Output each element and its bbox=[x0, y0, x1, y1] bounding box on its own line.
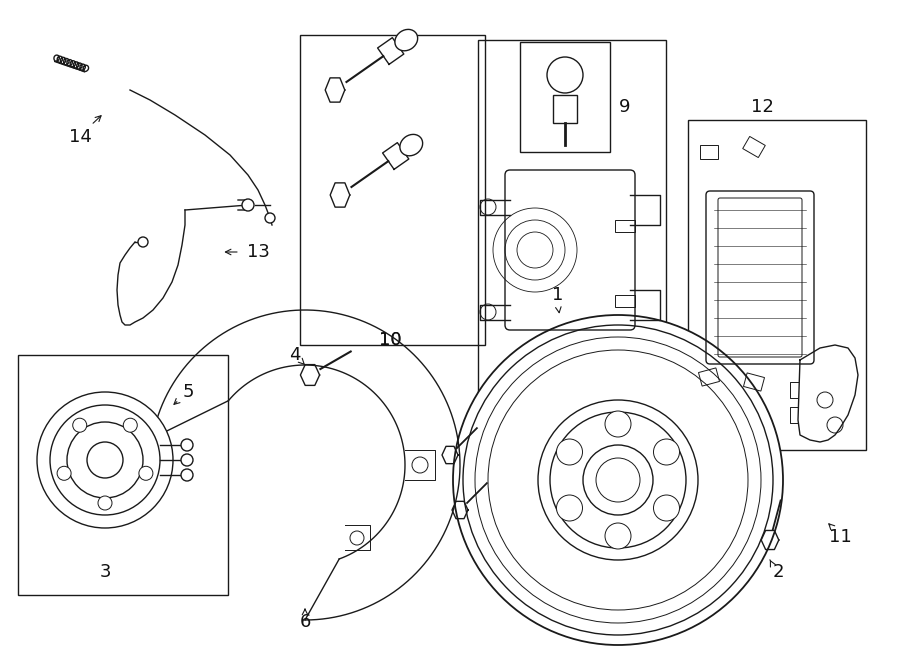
Circle shape bbox=[653, 439, 680, 465]
Text: 7: 7 bbox=[463, 481, 473, 499]
Text: 4: 4 bbox=[289, 346, 301, 364]
Circle shape bbox=[265, 213, 275, 223]
Circle shape bbox=[605, 523, 631, 549]
Text: 1: 1 bbox=[553, 286, 563, 304]
Circle shape bbox=[98, 496, 112, 510]
Text: 10: 10 bbox=[379, 331, 401, 349]
Circle shape bbox=[181, 454, 193, 466]
Text: 13: 13 bbox=[247, 243, 269, 261]
Circle shape bbox=[138, 237, 148, 247]
Circle shape bbox=[37, 392, 173, 528]
Circle shape bbox=[556, 495, 582, 521]
Text: 10: 10 bbox=[379, 331, 401, 349]
Circle shape bbox=[57, 466, 71, 481]
Text: 9: 9 bbox=[619, 98, 631, 116]
Bar bbox=[688, 120, 866, 450]
Text: 6: 6 bbox=[300, 613, 310, 631]
Text: 8: 8 bbox=[559, 456, 571, 474]
Text: 14: 14 bbox=[68, 128, 92, 146]
Ellipse shape bbox=[400, 134, 423, 156]
Circle shape bbox=[653, 495, 680, 521]
Circle shape bbox=[583, 445, 653, 515]
Circle shape bbox=[538, 400, 698, 560]
Circle shape bbox=[556, 439, 582, 465]
Bar bbox=[553, 95, 577, 123]
Bar bbox=[18, 355, 228, 595]
Circle shape bbox=[412, 457, 428, 473]
Bar bbox=[742, 136, 765, 158]
Circle shape bbox=[73, 418, 86, 432]
Bar bbox=[700, 145, 718, 159]
Bar bbox=[615, 295, 635, 307]
Circle shape bbox=[453, 315, 783, 645]
Text: 11: 11 bbox=[829, 528, 851, 546]
Text: 2: 2 bbox=[772, 563, 784, 581]
Circle shape bbox=[139, 466, 153, 481]
Circle shape bbox=[547, 57, 583, 93]
Bar bbox=[478, 40, 666, 440]
Circle shape bbox=[605, 411, 631, 437]
Bar bbox=[615, 220, 635, 232]
Circle shape bbox=[87, 442, 123, 478]
Text: 5: 5 bbox=[183, 383, 194, 401]
Text: 12: 12 bbox=[751, 98, 773, 116]
Circle shape bbox=[350, 531, 364, 545]
Bar bbox=[743, 373, 764, 391]
Text: 3: 3 bbox=[99, 563, 111, 581]
Bar bbox=[300, 35, 485, 345]
Bar bbox=[698, 368, 719, 386]
Ellipse shape bbox=[395, 29, 418, 51]
Circle shape bbox=[242, 199, 254, 211]
Bar bbox=[520, 42, 610, 152]
Circle shape bbox=[181, 439, 193, 451]
Circle shape bbox=[181, 469, 193, 481]
Circle shape bbox=[123, 418, 138, 432]
